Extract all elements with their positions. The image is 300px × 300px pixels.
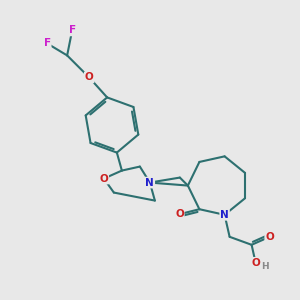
Text: O: O xyxy=(85,72,94,82)
Text: N: N xyxy=(220,210,229,220)
Text: O: O xyxy=(251,258,260,268)
Text: O: O xyxy=(265,232,274,242)
Text: H: H xyxy=(261,262,268,271)
Text: O: O xyxy=(100,174,108,184)
Text: F: F xyxy=(44,38,51,48)
Text: F: F xyxy=(69,26,76,35)
Text: N: N xyxy=(146,178,154,188)
Text: O: O xyxy=(175,209,184,219)
